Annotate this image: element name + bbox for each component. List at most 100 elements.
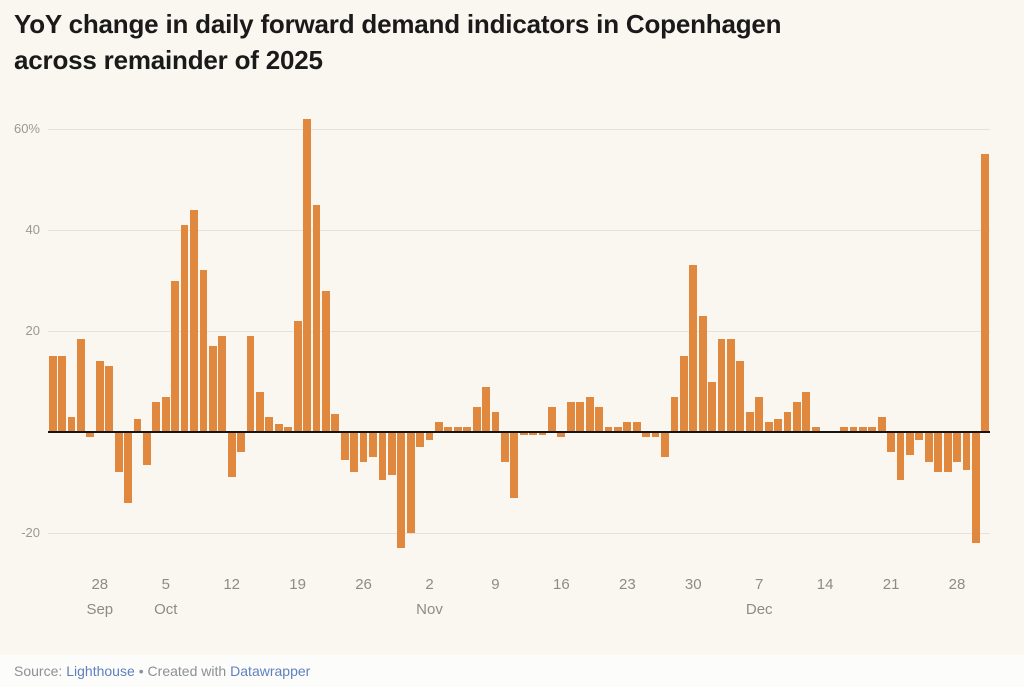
- bar[interactable]: [133, 419, 142, 432]
- bar[interactable]: [463, 426, 472, 432]
- bar[interactable]: [585, 396, 594, 432]
- bar[interactable]: [962, 432, 971, 470]
- bar[interactable]: [924, 432, 933, 463]
- bar[interactable]: [764, 421, 773, 432]
- bar[interactable]: [906, 432, 914, 455]
- bar[interactable]: [48, 356, 57, 432]
- bar[interactable]: [689, 265, 698, 432]
- bar[interactable]: [124, 432, 132, 503]
- bar[interactable]: [736, 361, 745, 432]
- bar[interactable]: [58, 356, 67, 432]
- bar[interactable]: [359, 432, 368, 463]
- bar[interactable]: [623, 421, 632, 432]
- bar[interactable]: [538, 432, 547, 435]
- bar[interactable]: [190, 209, 198, 432]
- bar[interactable]: [717, 338, 726, 432]
- bar[interactable]: [444, 426, 453, 432]
- bar[interactable]: [453, 426, 462, 432]
- bar[interactable]: [114, 432, 123, 473]
- bar[interactable]: [303, 118, 311, 432]
- bar[interactable]: [632, 421, 641, 432]
- bar[interactable]: [614, 426, 622, 432]
- bar[interactable]: [576, 401, 585, 432]
- bar[interactable]: [529, 432, 538, 435]
- bar[interactable]: [840, 426, 848, 432]
- bar[interactable]: [849, 426, 858, 432]
- bar[interactable]: [708, 381, 716, 432]
- bar[interactable]: [698, 315, 707, 432]
- bar[interactable]: [378, 432, 387, 480]
- bar[interactable]: [218, 336, 227, 432]
- bar[interactable]: [943, 432, 952, 473]
- bar[interactable]: [227, 432, 236, 478]
- bar[interactable]: [256, 391, 264, 432]
- bar[interactable]: [519, 432, 528, 435]
- bar[interactable]: [887, 432, 895, 453]
- bar[interactable]: [265, 416, 274, 432]
- bar[interactable]: [416, 432, 424, 448]
- bar[interactable]: [642, 432, 651, 438]
- bar[interactable]: [387, 432, 396, 475]
- bar[interactable]: [143, 432, 151, 465]
- datawrapper-link[interactable]: Datawrapper: [230, 663, 311, 679]
- bar[interactable]: [792, 401, 801, 432]
- bar[interactable]: [877, 416, 886, 432]
- bar[interactable]: [727, 338, 735, 432]
- bar[interactable]: [566, 401, 575, 432]
- bar[interactable]: [896, 432, 905, 480]
- bar[interactable]: [651, 432, 660, 438]
- bar[interactable]: [397, 432, 406, 549]
- bar[interactable]: [293, 320, 302, 432]
- bar[interactable]: [105, 366, 114, 432]
- bar[interactable]: [500, 432, 509, 463]
- bar[interactable]: [604, 426, 613, 432]
- bar[interactable]: [783, 411, 792, 432]
- source-link[interactable]: Lighthouse: [66, 663, 135, 679]
- bar[interactable]: [237, 432, 245, 453]
- bar[interactable]: [180, 224, 189, 432]
- bar[interactable]: [670, 396, 679, 432]
- bar[interactable]: [246, 336, 255, 432]
- bar[interactable]: [981, 154, 990, 432]
- bar[interactable]: [774, 419, 782, 432]
- bar[interactable]: [274, 424, 283, 432]
- bar[interactable]: [934, 432, 943, 473]
- bar[interactable]: [915, 432, 924, 440]
- bar[interactable]: [679, 356, 688, 432]
- bar[interactable]: [491, 411, 500, 432]
- bar[interactable]: [425, 432, 434, 440]
- bar[interactable]: [745, 411, 754, 432]
- bar[interactable]: [350, 432, 359, 473]
- bar[interactable]: [811, 426, 820, 432]
- bar[interactable]: [472, 406, 481, 432]
- bar[interactable]: [802, 391, 811, 432]
- bar[interactable]: [548, 406, 556, 432]
- bar[interactable]: [369, 432, 377, 458]
- bar[interactable]: [435, 421, 443, 432]
- bar[interactable]: [152, 401, 161, 432]
- bar[interactable]: [340, 432, 349, 460]
- bar[interactable]: [971, 432, 980, 544]
- bar[interactable]: [67, 416, 76, 432]
- bar[interactable]: [661, 432, 669, 458]
- bar[interactable]: [510, 432, 519, 498]
- bar[interactable]: [95, 361, 104, 432]
- bar[interactable]: [208, 346, 217, 432]
- bar[interactable]: [321, 290, 330, 432]
- bar[interactable]: [868, 426, 877, 432]
- bar[interactable]: [331, 414, 340, 432]
- bar[interactable]: [77, 338, 85, 432]
- bar[interactable]: [858, 426, 867, 432]
- bar[interactable]: [482, 386, 490, 432]
- bar[interactable]: [284, 426, 293, 432]
- bar[interactable]: [171, 280, 180, 432]
- bar[interactable]: [406, 432, 415, 533]
- bar[interactable]: [86, 432, 95, 438]
- bar[interactable]: [312, 204, 321, 432]
- bar[interactable]: [595, 406, 603, 432]
- bar[interactable]: [161, 396, 170, 432]
- bar[interactable]: [953, 432, 961, 463]
- bar[interactable]: [755, 396, 764, 432]
- bar[interactable]: [557, 432, 566, 438]
- bar[interactable]: [199, 270, 208, 432]
